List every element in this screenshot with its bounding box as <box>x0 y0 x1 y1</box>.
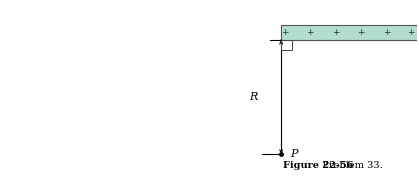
Text: +: + <box>383 28 391 37</box>
Text: P: P <box>291 149 298 159</box>
Text: +: + <box>408 28 415 37</box>
Text: +: + <box>332 28 339 37</box>
Text: R: R <box>249 92 257 102</box>
Bar <box>281 25 419 40</box>
Text: Figure 22-56: Figure 22-56 <box>283 161 354 170</box>
Text: +: + <box>281 28 289 37</box>
Text: +: + <box>306 28 313 37</box>
Bar <box>281 40 292 50</box>
Text: Problem 33.: Problem 33. <box>316 161 383 170</box>
Text: +: + <box>357 28 364 37</box>
